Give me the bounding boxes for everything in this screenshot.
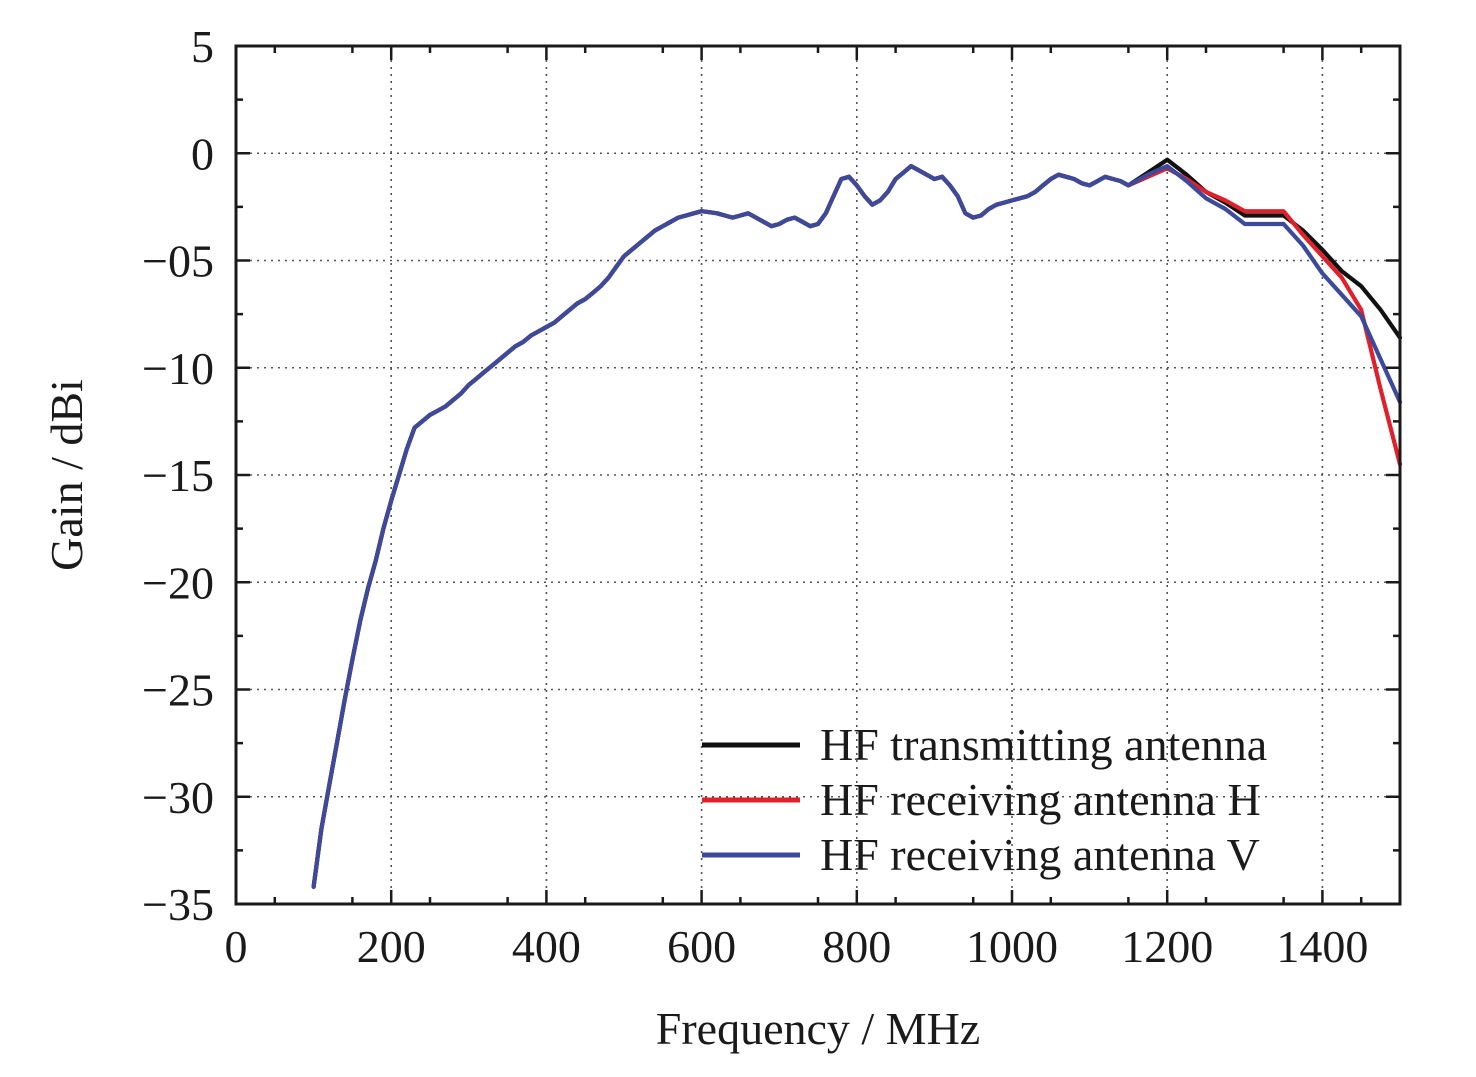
grid [236, 46, 1400, 904]
legend-label-3: HF receiving antenna V [820, 829, 1260, 880]
y-tick-label: −05 [142, 236, 214, 287]
y-tick-labels: 5 0 −05 −10 −15 −20 −25 −30 −35 [142, 21, 214, 930]
x-tick-label: 1400 [1276, 921, 1368, 972]
y-tick-label: 5 [191, 21, 214, 72]
series-layer [311, 157, 1403, 889]
x-tick-label: 200 [357, 921, 426, 972]
x-tick-labels: 0 200 400 600 800 1000 1200 1400 [225, 921, 1369, 972]
y-tick-label: −25 [142, 665, 214, 716]
x-axis-title: Frequency / MHz [656, 1003, 980, 1054]
x-tick-label: 600 [667, 921, 736, 972]
y-tick-label: −35 [142, 879, 214, 930]
y-tick-label: 0 [191, 128, 214, 179]
x-tick-label: 0 [225, 921, 248, 972]
y-tick-label: −30 [142, 772, 214, 823]
series-line-3 [311, 164, 1403, 889]
ticks [234, 44, 1400, 906]
legend-label-2: HF receiving antenna H [820, 774, 1261, 825]
legend-label-1: HF transmitting antenna [820, 719, 1267, 770]
y-tick-label: −20 [142, 557, 214, 608]
x-tick-label: 800 [822, 921, 891, 972]
x-tick-label: 400 [512, 921, 581, 972]
x-tick-label: 1000 [966, 921, 1058, 972]
y-tick-label: −10 [142, 343, 214, 394]
x-tick-label: 1200 [1121, 921, 1213, 972]
y-tick-label: −15 [142, 450, 214, 501]
y-axis-title: Gain / dBi [41, 379, 92, 571]
